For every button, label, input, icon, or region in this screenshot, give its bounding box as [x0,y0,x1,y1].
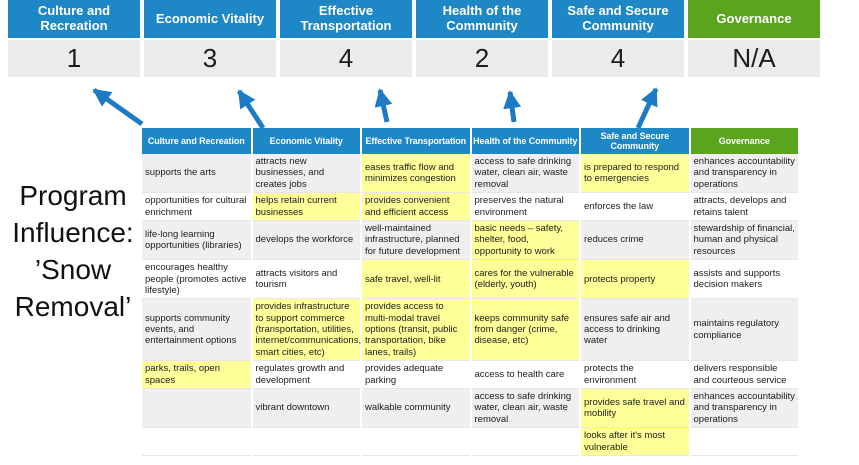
score-row: 1 3 4 2 4 N/A [8,40,820,77]
banner-label: Governance [716,10,792,26]
matrix-cell: vibrant downtown [251,388,362,429]
score-culture-and-recreation: 1 [8,40,140,77]
influence-arrow [635,87,659,130]
matrix-cell: life-long learning opportunities (librar… [142,220,253,261]
matrix-cell [251,427,362,456]
matrix-cell: provides safe travel and mobility [580,388,691,429]
banner-cell-economic-vitality: Economic Vitality [144,0,276,38]
matrix-cell: cares for the vulnerable (elderly, youth… [470,259,581,300]
matrix-cell: attracts visitors and tourism [251,259,362,300]
matrix-cell: opportunities for cultural enrichment [142,192,253,221]
banner-label: Culture and Recreation [37,3,111,33]
matrix-row: opportunities for cultural enrichment hel… [142,192,800,221]
matrix-cell: develops the workforce [251,220,362,261]
influence-arrow [92,87,144,127]
matrix-header: Culture and Recreation [142,128,253,154]
matrix-row: parks, trails, open spaces regulates grow… [142,360,800,390]
matrix-cell: safe travel, well-lit [361,259,472,300]
score-safe-and-secure-community: 4 [552,40,684,77]
matrix-header: Safe and Secure Community [580,128,691,154]
matrix-cell: parks, trails, open spaces [142,360,253,390]
matrix-row: life-long learning opportunities (librar… [142,220,800,261]
matrix-cell: preserves the natural environment [470,192,581,221]
banner-cell-safe-and-secure-community: Safe and Secure Community [552,0,684,38]
banner-label: Effective Transportation [300,3,392,33]
matrix-cell: enhances accountability and transparency… [689,154,800,194]
matrix-cell: access to health care [470,360,581,390]
matrix-body: supports the arts attracts new businesses… [142,154,800,456]
matrix-cell: provides access to multi-modal travel op… [361,298,472,362]
matrix-cell: access to safe drinking water, clean air… [470,154,581,194]
priority-banner: Culture and Recreation Economic Vitality… [8,0,820,38]
influence-arrow [503,90,522,123]
matrix-cell: well-maintained infrastructure, planned … [361,220,472,261]
matrix-row: encourages healthy people (promotes acti… [142,259,800,300]
banner-label: Health of the Community [442,3,522,33]
matrix-cell: assists and supports decision makers [689,259,800,300]
matrix-cell: provides infrastructure to support comme… [251,298,362,362]
matrix-cell: reduces crime [580,220,691,261]
matrix-header: Governance [689,128,800,154]
score-effective-transportation: 4 [280,40,412,77]
matrix-cell: delivers responsible and courteous servi… [689,360,800,390]
score-economic-vitality: 3 [144,40,276,77]
matrix-cell: enforces the law [580,192,691,221]
matrix-row: looks after it's most vulnerable [142,427,800,456]
matrix-cell [470,427,581,456]
matrix-header: Effective Transportation [361,128,472,154]
matrix-cell [689,427,800,456]
matrix-cell: protects property [580,259,691,300]
matrix-cell [142,388,253,429]
matrix-cell: basic needs – safety, shelter, food, opp… [470,220,581,261]
matrix-cell: encourages healthy people (promotes acti… [142,259,253,300]
matrix-cell: stewardship of financial, human and phys… [689,220,800,261]
banner-label: Economic Vitality [155,10,265,26]
matrix-cell: enhances accountability and transparency… [689,388,800,429]
matrix-cell: attracts new businesses, and creates job… [251,154,362,194]
matrix-cell: attracts, develops and retains talent [689,192,800,221]
matrix-cell: protects the environment [580,360,691,390]
score-governance: N/A [688,40,820,77]
matrix-cell [142,427,253,456]
banner-cell-effective-transportation: Effective Transportation [280,0,412,38]
influence-arrow [236,89,266,130]
banner-label: Safe and Secure Community [567,3,669,33]
influence-arrow [374,88,393,123]
matrix-cell: walkable community [361,388,472,429]
matrix-cell: keeps community safe from danger (crime,… [470,298,581,362]
banner-cell-governance: Governance [688,0,820,38]
matrix-cell: helps retain current businesses [251,192,362,221]
matrix-row: vibrant downtown walkable community access… [142,388,800,429]
influence-matrix: Culture and Recreation Economic Vitality E… [142,128,800,456]
matrix-cell: provides convenient and efficient access [361,192,472,221]
matrix-header: Health of the Community [470,128,581,154]
matrix-cell: ensures safe air and access to drinking … [580,298,691,362]
matrix-cell: looks after it's most vulnerable [580,427,691,456]
matrix-header: Economic Vitality [251,128,362,154]
matrix-row: supports the arts attracts new businesses… [142,154,800,194]
matrix-cell: access to safe drinking water, clean air… [470,388,581,429]
matrix-cell: maintains regulatory compliance [689,298,800,362]
matrix-cell: regulates growth and development [251,360,362,390]
matrix-header-row: Culture and Recreation Economic Vitality E… [142,128,800,154]
matrix-cell: provides adequate parking [361,360,472,390]
banner-cell-culture-and-recreation: Culture and Recreation [8,0,140,38]
score-health-of-the-community: 2 [416,40,548,77]
matrix-cell [361,427,472,456]
matrix-cell: is prepared to respond to emergencies [580,154,691,194]
program-title: Program Influence: ’Snow Removal’ [12,180,134,322]
matrix-cell: supports the arts [142,154,253,194]
matrix-row: supports community events, and entertain… [142,298,800,362]
banner-cell-health-of-the-community: Health of the Community [416,0,548,38]
matrix-cell: supports community events, and entertain… [142,298,253,362]
arrows-layer [92,87,659,130]
matrix-cell: eases traffic flow and minimizes congest… [361,154,472,194]
